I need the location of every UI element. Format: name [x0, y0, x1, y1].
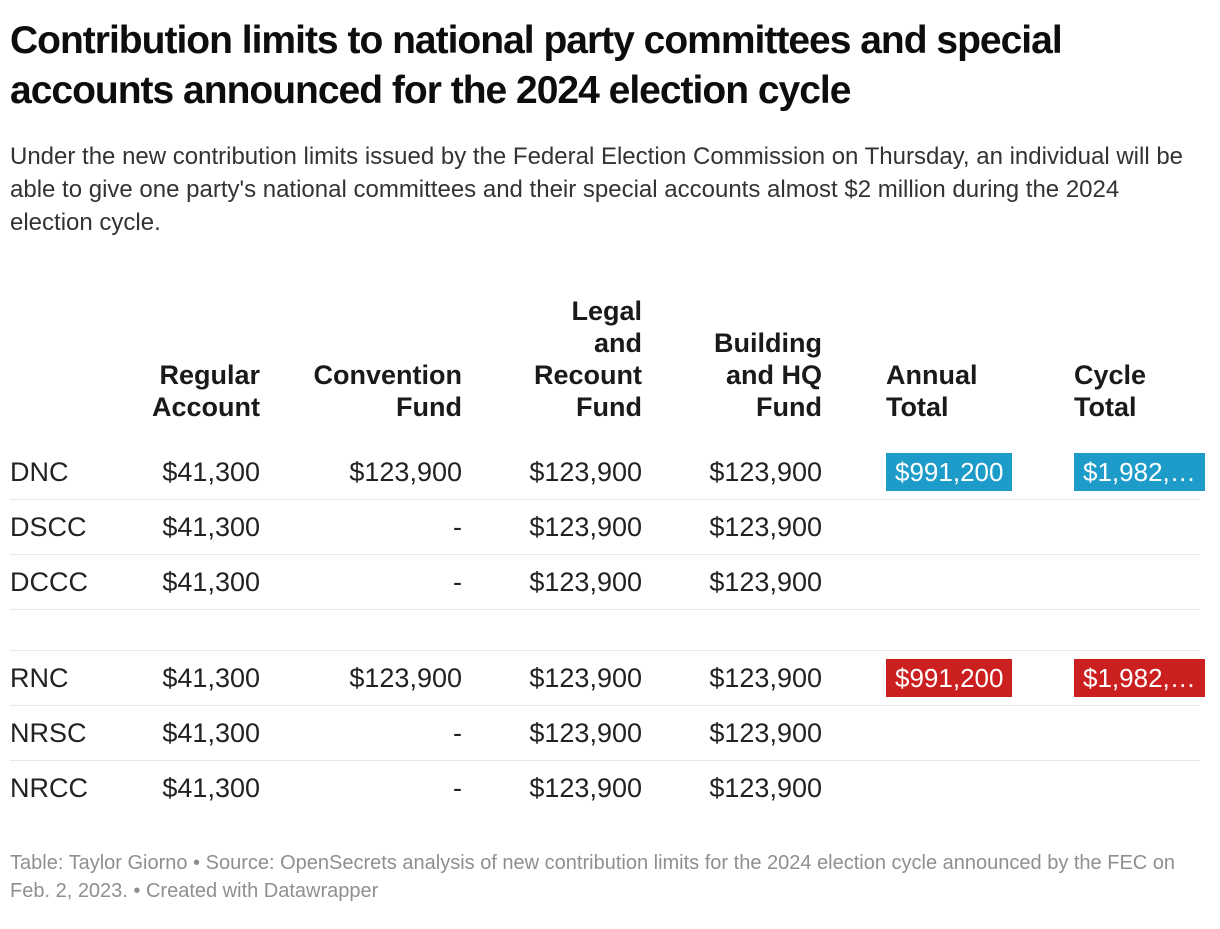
- convention-fund-cell: -: [260, 705, 462, 761]
- column-header-committee: [10, 295, 120, 445]
- annual-total-cell: [822, 705, 1012, 761]
- cycle-total-cell: [1012, 705, 1200, 761]
- column-header-annual-total: Annual Total: [886, 360, 978, 422]
- committee-label: NRCC: [10, 772, 88, 803]
- committee-label: DCCC: [10, 554, 120, 610]
- regular-account-cell: $41,300: [162, 772, 260, 803]
- regular-account-cell: $41,300: [120, 650, 260, 706]
- convention-fund-cell: -: [260, 499, 462, 555]
- cycle-total-cell: [1012, 554, 1200, 610]
- convention-fund-cell: $123,900: [260, 650, 462, 706]
- cycle-total-cell: $1,982,…: [1012, 650, 1205, 706]
- building-hq-fund-cell: $123,900: [642, 554, 822, 610]
- convention-fund-cell: -: [453, 772, 462, 803]
- cycle-total-cell: [1012, 499, 1200, 555]
- annual-total-cell: [822, 761, 1012, 816]
- regular-account-cell: $41,300: [120, 705, 260, 761]
- legal-recount-fund-cell: $123,900: [462, 554, 642, 610]
- table-body: DNC $41,300 $123,900 $123,900 $123,900 $…: [10, 445, 1205, 816]
- regular-account-cell: $41,300: [120, 445, 260, 500]
- cycle-total-badge: $1,982,…: [1074, 453, 1205, 491]
- table-row: DNC $41,300 $123,900 $123,900 $123,900 $…: [10, 445, 1205, 500]
- annual-total-cell: $991,200: [822, 650, 1013, 706]
- regular-account-cell: $41,300: [120, 554, 260, 610]
- chart-title: Contribution limits to national party co…: [10, 19, 1063, 112]
- committee-label: RNC: [10, 650, 120, 706]
- column-header-convention-fund: Convention Fund: [313, 360, 463, 422]
- annual-total-badge: $991,200: [886, 453, 1013, 491]
- column-header-cycle-total: Cycle Total: [1074, 360, 1147, 422]
- legal-recount-fund-cell: $123,900: [462, 650, 642, 706]
- table-header: Regular Account Convention Fund Legal an…: [10, 295, 1200, 445]
- legal-recount-fund-cell: $123,900: [462, 499, 642, 555]
- column-header-building-hq-fund: Building and HQ Fund: [714, 328, 822, 422]
- column-header-legal-recount-fund: Legal and Recount Fund: [534, 296, 642, 422]
- building-hq-fund-cell: $123,900: [642, 445, 822, 500]
- table-row: DSCC $41,300 - $123,900 $123,900: [10, 499, 1200, 555]
- convention-fund-cell: -: [260, 554, 462, 610]
- committee-label: NRSC: [10, 705, 120, 761]
- committee-label: DNC: [10, 445, 120, 500]
- regular-account-cell: $41,300: [120, 499, 260, 555]
- cycle-total-cell: [1012, 761, 1200, 816]
- committee-label: DSCC: [10, 499, 120, 555]
- legal-recount-fund-cell: $123,900: [462, 445, 642, 500]
- cycle-total-badge: $1,982,…: [1074, 659, 1205, 697]
- annual-total-cell: $991,200: [822, 445, 1013, 500]
- building-hq-fund-cell: $123,900: [642, 499, 822, 555]
- table-row: NRSC $41,300 - $123,900 $123,900: [10, 705, 1200, 761]
- table-row: DCCC $41,300 - $123,900 $123,900: [10, 554, 1200, 610]
- annual-total-cell: [822, 554, 1012, 610]
- convention-fund-cell: $123,900: [260, 445, 462, 500]
- annual-total-cell: [822, 499, 1012, 555]
- table-row: RNC $41,300 $123,900 $123,900 $123,900 $…: [10, 650, 1205, 706]
- table-footer: Table: Taylor Giorno • Source: OpenSecre…: [10, 852, 1176, 902]
- building-hq-fund-cell: $123,900: [709, 772, 822, 803]
- chart-description: Under the new contribution limits issued…: [10, 143, 1184, 236]
- table-row: NRCC $41,300 - $123,900 $123,900: [10, 761, 1200, 816]
- building-hq-fund-cell: $123,900: [642, 705, 822, 761]
- legal-recount-fund-cell: $123,900: [462, 705, 642, 761]
- building-hq-fund-cell: $123,900: [642, 650, 822, 706]
- column-header-regular-account: Regular Account: [152, 360, 260, 422]
- contribution-limits-table: Regular Account Convention Fund Legal an…: [10, 295, 1205, 816]
- legal-recount-fund-cell: $123,900: [529, 772, 642, 803]
- spacer-row: [10, 609, 1200, 651]
- cycle-total-cell: $1,982,…: [1012, 445, 1205, 500]
- annual-total-badge: $991,200: [886, 659, 1013, 697]
